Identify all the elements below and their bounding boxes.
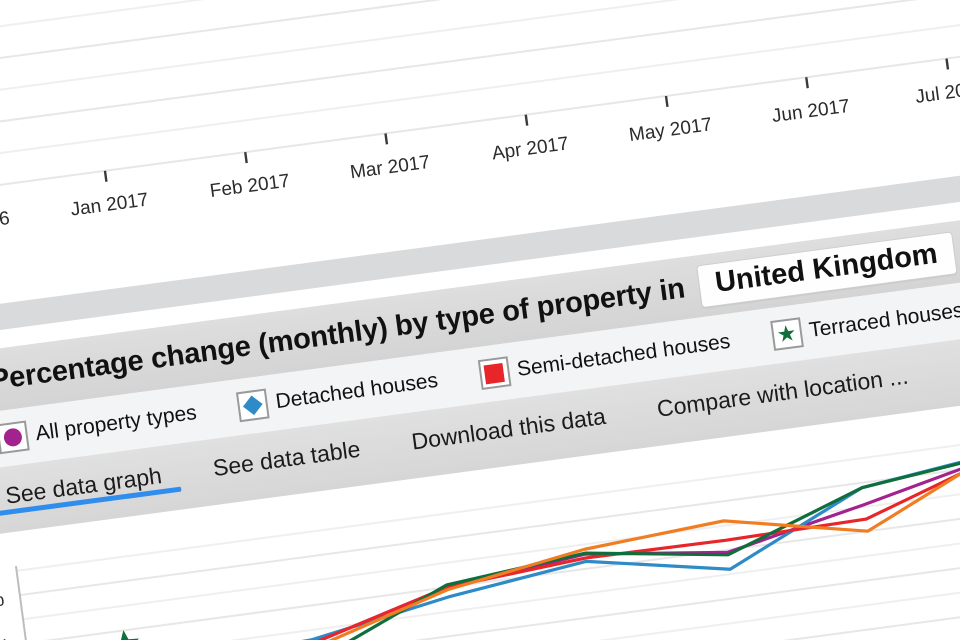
svg-text:1.0%: 1.0% — [0, 634, 12, 640]
legend-label: All property types — [34, 401, 198, 446]
svg-text:Dec 2016: Dec 2016 — [0, 208, 11, 240]
svg-text:Apr 2017: Apr 2017 — [491, 133, 570, 164]
legend-label: Terraced houses — [808, 299, 960, 343]
star-marker-icon: ★ — [770, 317, 804, 351]
rotated-page: -6.0%-4.0%-2.0%0.0%2.0%4.0%6.0%Dec 2016J… — [0, 0, 960, 640]
svg-text:Mar 2017: Mar 2017 — [349, 152, 431, 183]
diamond-marker-icon — [236, 388, 270, 422]
svg-text:Jan 2017: Jan 2017 — [69, 189, 149, 220]
screenshot-viewport: -6.0%-4.0%-2.0%0.0%2.0%4.0%6.0%Dec 2016J… — [0, 0, 960, 640]
svg-text:2.0%: 2.0% — [0, 585, 6, 616]
svg-text:Feb 2017: Feb 2017 — [209, 171, 291, 202]
circle-marker-icon — [0, 421, 30, 455]
square-marker-icon — [478, 356, 512, 390]
svg-text:May 2017: May 2017 — [628, 114, 713, 146]
svg-text:Jun 2017: Jun 2017 — [771, 96, 851, 127]
svg-text:Jul 2017: Jul 2017 — [914, 78, 960, 108]
legend-label: Detached houses — [274, 369, 439, 414]
